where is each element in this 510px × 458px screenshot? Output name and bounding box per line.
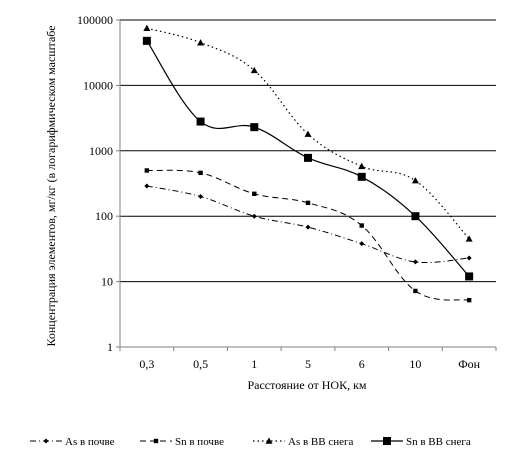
data-point-marker bbox=[305, 224, 311, 230]
legend-label: Sn в ВВ снега bbox=[406, 436, 471, 448]
y-tick-label: 100000 bbox=[77, 13, 113, 27]
x-tick-label: 0,3 bbox=[139, 357, 154, 371]
y-tick-label: 10000 bbox=[83, 78, 113, 92]
data-point-marker bbox=[196, 117, 205, 126]
legend-label: As в ВВ снега bbox=[288, 436, 354, 448]
data-point-marker bbox=[198, 170, 203, 176]
legend-marker bbox=[153, 438, 159, 444]
data-point-marker bbox=[465, 235, 473, 242]
data-point-marker bbox=[250, 123, 259, 132]
series-lines bbox=[146, 27, 470, 301]
legend-label: As в почве bbox=[65, 436, 115, 448]
x-axis: 0,3 0,5 1 5 6 10 Фон bbox=[119, 347, 497, 371]
data-point-marker bbox=[412, 259, 418, 265]
data-point-marker bbox=[197, 39, 205, 46]
legend-marker bbox=[383, 437, 391, 445]
data-point-marker bbox=[304, 130, 312, 137]
data-point-marker bbox=[411, 177, 419, 184]
data-point-marker bbox=[413, 288, 418, 294]
data-point-marker bbox=[411, 212, 420, 221]
plot-area-frame bbox=[119, 20, 496, 348]
data-point-marker bbox=[358, 162, 366, 170]
legend-marker bbox=[265, 437, 273, 444]
data-point-marker bbox=[304, 153, 312, 162]
data-point-marker bbox=[198, 194, 204, 200]
data-point-marker bbox=[144, 168, 150, 173]
series-markers bbox=[142, 24, 474, 303]
series-line-1 bbox=[146, 185, 470, 264]
x-tick-label: 6 bbox=[359, 357, 365, 371]
data-point-marker bbox=[144, 183, 150, 189]
data-point-marker bbox=[357, 172, 366, 181]
data-point-marker bbox=[250, 66, 258, 74]
x-tick-label: 10 bbox=[409, 357, 421, 371]
x-tick-label: 1 bbox=[251, 357, 257, 371]
legend: As в почве Sn в почве As в ВВ снега Sn в ВВ… bbox=[30, 436, 471, 448]
data-point-marker bbox=[466, 255, 472, 261]
x-tick-label: 5 bbox=[305, 357, 311, 371]
x-axis-title: Расстояние от НОК, км bbox=[247, 378, 366, 392]
data-point-marker bbox=[466, 297, 472, 303]
gridlines bbox=[120, 19, 496, 283]
data-point-marker bbox=[359, 241, 365, 247]
legend-label: Sn в почве bbox=[175, 436, 224, 448]
y-tick-label: 10 bbox=[101, 275, 113, 289]
data-point-marker bbox=[143, 24, 151, 31]
data-point-marker bbox=[359, 223, 364, 228]
data-point-marker bbox=[465, 272, 474, 281]
data-point-marker bbox=[252, 191, 257, 197]
data-point-marker bbox=[305, 200, 311, 206]
legend-marker bbox=[43, 438, 49, 444]
y-axis: 1 10 100 1000 10000 100000 bbox=[77, 13, 120, 354]
x-tick-label: 0,5 bbox=[193, 357, 208, 371]
data-point-marker bbox=[142, 36, 151, 45]
y-tick-label: 1 bbox=[107, 340, 113, 354]
data-point-marker bbox=[251, 213, 257, 219]
series-line-2 bbox=[146, 169, 470, 301]
x-tick-label: Фон bbox=[458, 357, 480, 371]
y-axis-title: Концентрация элементов, мг/кг (в логариф… bbox=[44, 25, 58, 346]
y-tick-label: 100 bbox=[95, 209, 113, 223]
y-tick-label: 1000 bbox=[89, 144, 113, 158]
